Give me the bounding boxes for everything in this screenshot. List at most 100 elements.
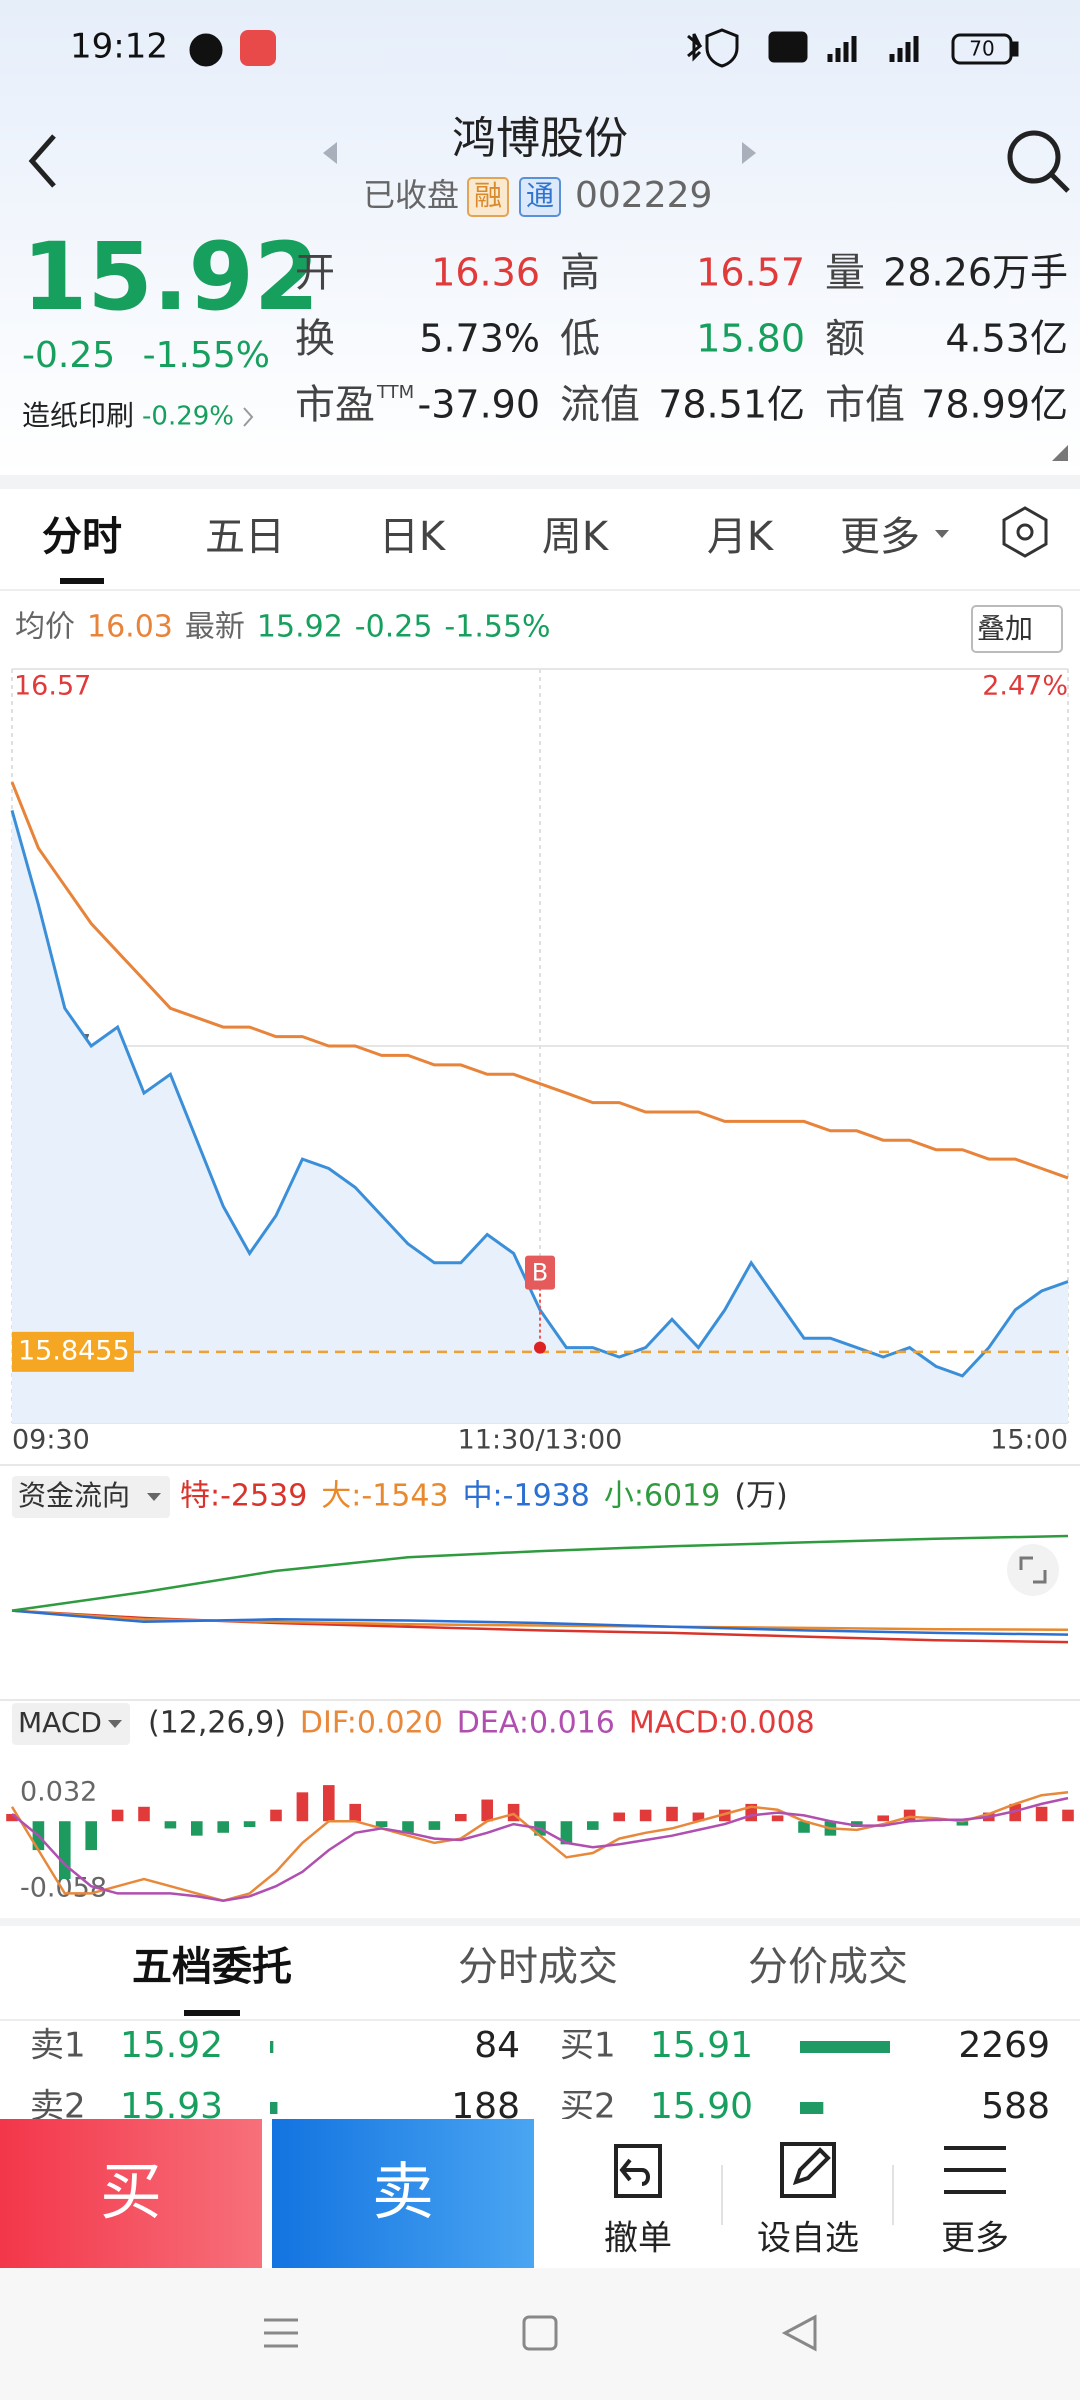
order-volume: 2269: [958, 2025, 1050, 2066]
y-tick-label: 16.57: [14, 671, 91, 702]
info-value: -0.25: [355, 610, 433, 645]
action-label[interactable]: 撤单: [604, 2219, 672, 2259]
panel-params: (12,26,9): [148, 1706, 286, 1741]
dropdown-bg[interactable]: [12, 1476, 170, 1518]
macd-bar: [111, 1809, 124, 1822]
tab[interactable]: 周K: [542, 514, 610, 560]
macd-bar: [481, 1799, 493, 1822]
nav-home[interactable]: [522, 2315, 558, 2351]
panel-title[interactable]: 资金流向: [18, 1479, 130, 1512]
battery-icon: [951, 33, 1013, 65]
watchlist-icon[interactable]: [780, 2142, 836, 2198]
order-tab[interactable]: 分时成交: [458, 1944, 618, 1990]
panel-title[interactable]: MACD: [18, 1706, 102, 1739]
status-icons: [189, 28, 1019, 68]
stat-label: 换: [295, 316, 335, 362]
buy-button[interactable]: [0, 2119, 262, 2269]
action-label[interactable]: 设自选: [757, 2219, 859, 2259]
macd-bar: [745, 1803, 757, 1822]
macd-bar: [6, 1814, 18, 1822]
overlay-label[interactable]: 叠加: [977, 612, 1033, 645]
sector-arrow: [243, 407, 254, 427]
stat-value: 78.99亿: [921, 383, 1068, 427]
overlay-button[interactable]: [971, 605, 1063, 653]
macd-bar: [798, 1821, 810, 1833]
info-value: -1.55%: [444, 610, 550, 645]
cancel-icon[interactable]: [614, 2144, 662, 2198]
macd-bar: [455, 1814, 467, 1822]
legend-entry: DEA:0.016: [457, 1706, 615, 1741]
badge-bg: [467, 177, 509, 217]
macd-bar: [560, 1821, 573, 1845]
order-tab-indicator: [184, 2010, 240, 2016]
macd-bar: [956, 1821, 969, 1826]
macd-bar: [1062, 1809, 1074, 1822]
macd-bar: [349, 1803, 361, 1822]
stat-value: 4.53亿: [945, 317, 1068, 361]
tab[interactable]: 月K: [707, 514, 775, 560]
tab[interactable]: 日K: [379, 514, 447, 560]
settings-dot: [1016, 523, 1034, 541]
legend-entry: 特:-2539: [180, 1479, 307, 1514]
order-price: 15.91: [650, 2025, 753, 2066]
macd-bar: [877, 1815, 889, 1822]
dropdown-bg[interactable]: [12, 1703, 130, 1745]
volume-bar: [800, 2102, 824, 2114]
stat-value: 5.73%: [419, 317, 540, 361]
order-tab[interactable]: 分价成交: [748, 1944, 908, 1990]
sector[interactable]: 造纸印刷: [22, 399, 134, 432]
app-icon: [240, 30, 276, 66]
marker-box: [525, 1255, 555, 1290]
search-button[interactable]: [1007, 130, 1061, 184]
panel-unit: (万): [734, 1479, 787, 1514]
macd-bar: [323, 1785, 335, 1822]
dropdown-arrow: [147, 1493, 161, 1501]
stat-value: -37.90: [418, 383, 541, 427]
macd-bar: [296, 1792, 309, 1822]
fullscreen-button[interactable]: [1007, 1544, 1059, 1596]
app-icon: [189, 33, 223, 67]
stat-label: 高: [560, 250, 600, 296]
next-stock[interactable]: [742, 142, 756, 164]
stat-label: 量: [825, 250, 865, 296]
tab[interactable]: 更多: [840, 514, 920, 560]
nav-back[interactable]: [781, 2314, 817, 2352]
sell-button[interactable]: [272, 2119, 534, 2269]
tab[interactable]: 五日: [205, 514, 285, 560]
macd-bar: [639, 1809, 652, 1822]
hd-icon: [768, 31, 808, 63]
legend-entry: 大:-1543: [321, 1479, 448, 1514]
macd-bar: [375, 1821, 388, 1827]
stat-value: 78.51亿: [658, 383, 805, 427]
macd-bar: [507, 1803, 520, 1822]
battery-level: 70: [969, 37, 994, 61]
menu-icon[interactable]: [944, 2146, 1006, 2194]
marker-label: B: [532, 1259, 548, 1287]
shield-icon: [705, 28, 739, 68]
x-tick-label: 11:30/13:00: [458, 1425, 623, 1456]
order-tab[interactable]: 五档委托: [132, 1944, 292, 1990]
stat-value: 15.80: [696, 317, 805, 361]
stat-label: 市值: [825, 382, 905, 428]
back-button[interactable]: [28, 134, 56, 188]
tab[interactable]: 分时: [42, 514, 122, 560]
order-volume: 84: [474, 2025, 520, 2066]
macd-bar: [243, 1821, 256, 1827]
series-line: [10, 781, 1069, 1180]
macd-bar: [1035, 1806, 1048, 1822]
x-tick-label: 09:30: [12, 1425, 90, 1456]
sell-label[interactable]: 卖: [372, 2155, 434, 2228]
nav-menu[interactable]: [264, 2318, 298, 2348]
stat-label: 低: [560, 316, 600, 362]
macd-bar: [217, 1821, 229, 1833]
order-label: 买1: [560, 2026, 616, 2066]
stat-label: 额: [825, 316, 865, 362]
settings-button[interactable]: [1002, 506, 1048, 558]
action-label[interactable]: 更多: [941, 2219, 1009, 2259]
divider: [0, 475, 1080, 489]
expand-corner[interactable]: [1052, 445, 1068, 461]
prev-stock[interactable]: [323, 142, 337, 164]
stat-label: 流值: [560, 382, 640, 428]
buy-label[interactable]: 买: [100, 2155, 162, 2228]
